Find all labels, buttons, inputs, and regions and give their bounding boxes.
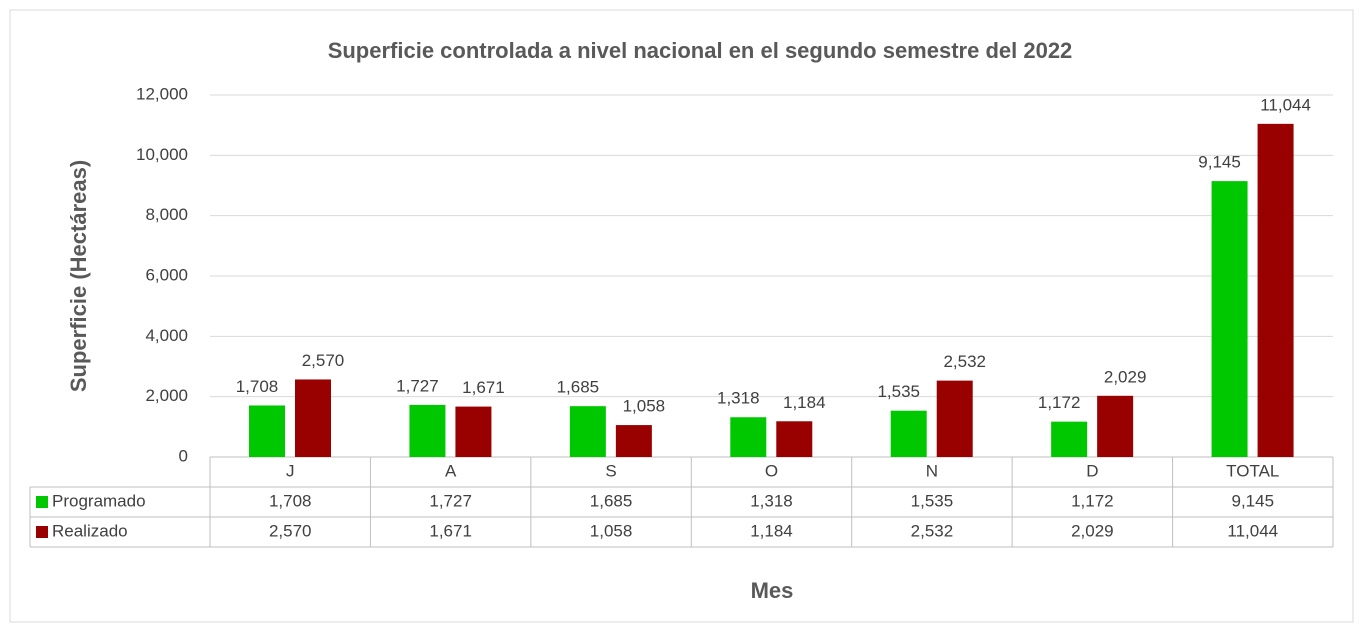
data-label: 2,570 — [302, 351, 345, 370]
chart-border — [9, 9, 1354, 623]
table-value: 2,029 — [1071, 521, 1114, 540]
data-label: 9,145 — [1198, 153, 1241, 172]
bar — [615, 425, 652, 457]
table-value: 1,671 — [429, 521, 472, 540]
table-value: 1,058 — [590, 521, 633, 540]
x-tick-label: N — [926, 461, 938, 480]
y-tick-label: 6,000 — [145, 265, 188, 284]
x-tick-label: O — [765, 461, 778, 480]
bar — [455, 406, 492, 457]
x-tick-label: S — [605, 461, 616, 480]
bar — [776, 421, 813, 457]
table-value: 1,318 — [750, 491, 793, 510]
table-value: 1,535 — [911, 491, 954, 510]
table-value: 2,532 — [911, 521, 954, 540]
y-tick-label: 2,000 — [145, 386, 188, 405]
x-tick-label: J — [286, 461, 295, 480]
bar — [1051, 421, 1088, 457]
data-label: 1,535 — [877, 382, 920, 401]
data-label: 2,532 — [943, 352, 986, 371]
data-label: 2,029 — [1104, 367, 1147, 386]
table-value: 1,184 — [750, 521, 793, 540]
bar — [295, 379, 331, 457]
x-axis-label: Mes — [751, 578, 794, 603]
legend-label: Realizado — [52, 521, 128, 540]
bar — [890, 410, 927, 457]
data-label: 1,058 — [623, 397, 666, 416]
bar — [409, 404, 446, 457]
table-value: 1,685 — [590, 491, 633, 510]
y-tick-label: 10,000 — [136, 145, 188, 164]
y-tick-label: 12,000 — [136, 84, 188, 103]
y-tick-label: 8,000 — [145, 205, 188, 224]
table-value: 1,708 — [269, 491, 312, 510]
bar — [1257, 123, 1294, 458]
chart-title: Superficie controlada a nivel nacional e… — [328, 38, 1073, 63]
data-label: 1,727 — [396, 376, 439, 395]
legend-swatch — [36, 496, 48, 508]
bar — [936, 380, 973, 457]
data-label: 1,184 — [783, 393, 826, 412]
x-tick-label: A — [445, 461, 457, 480]
data-label: 1,708 — [236, 377, 279, 396]
y-tick-label: 0 — [179, 446, 188, 465]
data-label: 1,172 — [1038, 393, 1081, 412]
y-axis-label: Superficie (Hectáreas) — [66, 160, 91, 392]
data-label: 1,318 — [717, 389, 760, 408]
table-value: 1,172 — [1071, 491, 1114, 510]
bar — [569, 406, 606, 457]
legend-swatch — [36, 526, 48, 538]
data-label: 11,044 — [1260, 95, 1311, 114]
bar — [730, 417, 767, 457]
table-value: 11,044 — [1227, 521, 1278, 540]
x-tick-label: D — [1086, 461, 1098, 480]
x-tick-label: TOTAL — [1226, 461, 1279, 480]
data-label: 1,685 — [557, 378, 600, 397]
table-value: 1,727 — [429, 491, 472, 510]
table-value: 2,570 — [269, 521, 312, 540]
bar — [1211, 181, 1248, 457]
y-tick-label: 4,000 — [145, 326, 188, 345]
data-label: 1,671 — [462, 378, 505, 397]
bar — [249, 405, 285, 457]
table-value: 9,145 — [1232, 491, 1275, 510]
bar — [1097, 395, 1134, 457]
legend-label: Programado — [52, 491, 146, 510]
